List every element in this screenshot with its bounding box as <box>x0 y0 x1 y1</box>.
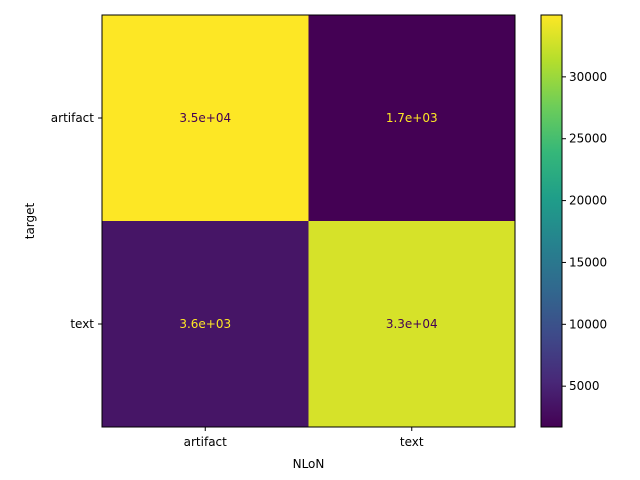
x-axis-label: NLoN <box>293 457 325 471</box>
colorbar-ticks: 5000 10000 15000 20000 25000 30000 <box>562 70 607 393</box>
heatmap-cell <box>308 15 515 221</box>
heatmap-cell <box>102 221 309 427</box>
x-tick-label: text <box>400 435 424 449</box>
y-axis-label: target <box>23 202 37 239</box>
cell-value-label: 3.5e+04 <box>179 111 231 125</box>
colorbar-tick-label: 30000 <box>569 70 607 84</box>
y-tick-label: artifact <box>51 111 95 125</box>
colorbar-tick-label: 20000 <box>569 194 607 208</box>
heatmap-cells <box>102 15 515 427</box>
y-tick-label: text <box>70 317 94 331</box>
x-axis-ticks: artifact text <box>184 427 424 449</box>
colorbar-tick-label: 5000 <box>569 379 600 393</box>
y-axis-ticks: artifact text <box>51 111 102 331</box>
colorbar-tick-label: 25000 <box>569 132 607 146</box>
colorbar <box>540 14 563 428</box>
x-tick-label: artifact <box>184 435 228 449</box>
heatmap-cell <box>102 15 309 221</box>
colorbar-tick-label: 10000 <box>569 317 607 331</box>
heatmap-cell <box>308 221 515 427</box>
heatmap-cell-labels: 3.5e+04 1.7e+03 3.6e+03 3.3e+04 <box>179 111 437 331</box>
cell-value-label: 1.7e+03 <box>386 111 438 125</box>
cell-value-label: 3.6e+03 <box>179 317 231 331</box>
cell-value-label: 3.3e+04 <box>386 317 438 331</box>
colorbar-tick-label: 15000 <box>569 255 607 269</box>
plot-frame <box>101 14 516 428</box>
